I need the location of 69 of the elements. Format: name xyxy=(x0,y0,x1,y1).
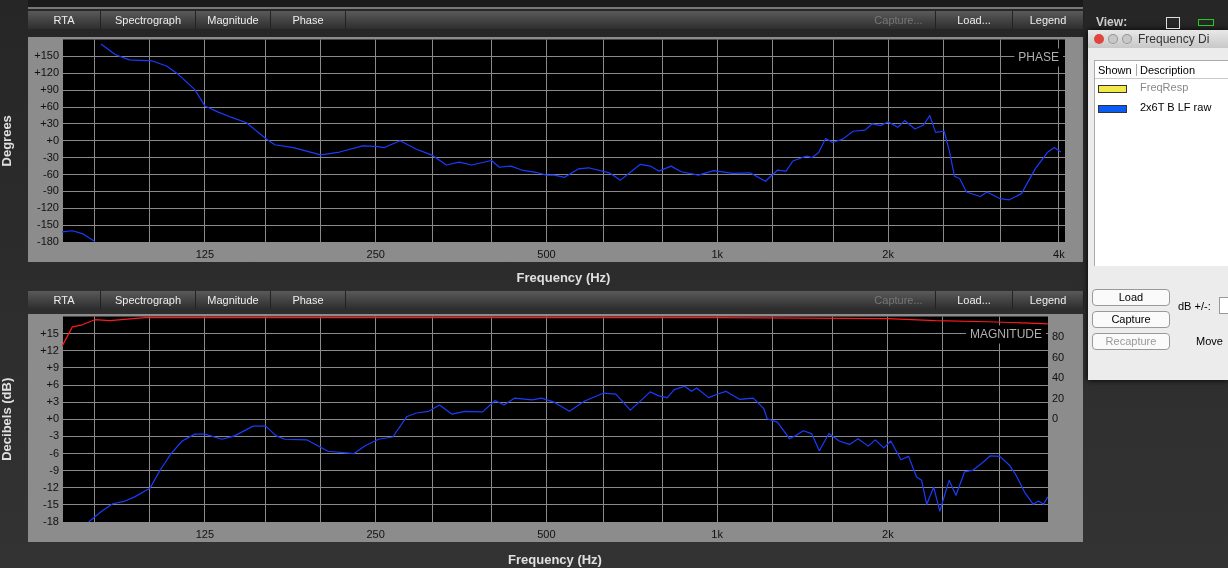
y-tick-label: +0 xyxy=(46,412,59,425)
y-tick-label: -30 xyxy=(43,150,59,163)
x-tick-label: 1k xyxy=(711,527,724,540)
y-tick-label: -3 xyxy=(49,429,59,442)
text: Load xyxy=(1092,289,1170,306)
text: Move xyxy=(1196,335,1223,347)
legend-label: FreqResp xyxy=(1140,81,1189,93)
text: Load... xyxy=(936,11,1013,29)
text: Magnitude xyxy=(196,291,271,309)
text: Description xyxy=(1140,64,1196,76)
y-tick-label: +12 xyxy=(40,343,59,356)
y-tick-label: -90 xyxy=(43,184,59,197)
text: Legend xyxy=(1013,291,1084,309)
text: Spectrograph xyxy=(101,11,196,29)
x-tick-label: 500 xyxy=(537,527,556,540)
y-tick-label: -9 xyxy=(49,463,59,476)
text: Capture xyxy=(1092,311,1170,328)
x-tick-label: 2k xyxy=(882,247,895,260)
text: RTA xyxy=(28,11,101,29)
y-tick-label: +60 xyxy=(40,100,59,113)
y2-tick-label: 40 xyxy=(1052,371,1065,384)
text: PHASE xyxy=(1018,49,1059,64)
text: RTA xyxy=(28,291,101,309)
y-tick-label: +3 xyxy=(46,395,59,408)
y-tick-label: +120 xyxy=(34,66,59,79)
text: Load... xyxy=(936,291,1013,309)
y-tick-label: +6 xyxy=(46,378,59,391)
y-tick-label: +9 xyxy=(46,360,59,373)
text: Frequency Di xyxy=(1138,32,1210,46)
y-tick-label: -12 xyxy=(43,480,59,493)
y-tick-label: -15 xyxy=(43,497,59,510)
text: Phase xyxy=(271,11,346,29)
text: Phase xyxy=(271,291,346,309)
x-tick-label: 2k xyxy=(882,527,895,540)
y-tick-label: -6 xyxy=(49,446,59,459)
text: Magnitude xyxy=(196,11,271,29)
legend-label: 2x6T B LF raw xyxy=(1140,101,1212,113)
y-tick-label: +150 xyxy=(34,49,59,62)
y-tick-label: +30 xyxy=(40,116,59,129)
y-tick-label: -60 xyxy=(43,167,59,180)
y-tick-label: -180 xyxy=(36,235,59,248)
text: MAGNITUDE xyxy=(970,326,1042,341)
x-tick-label: 250 xyxy=(366,247,385,260)
y-axis-title: Degrees xyxy=(0,115,15,167)
x-axis-title: Frequency (Hz) xyxy=(516,269,611,285)
text: Spectrograph xyxy=(101,291,196,309)
y-tick-label: -18 xyxy=(43,515,59,528)
text: dB +/-: xyxy=(1178,300,1211,312)
y2-tick-label: 20 xyxy=(1052,391,1065,404)
y-axis-title: Decibels (dB) xyxy=(0,377,15,461)
text: Legend xyxy=(1013,11,1084,29)
x-tick-label: 250 xyxy=(366,527,385,540)
x-tick-label: 500 xyxy=(537,247,556,260)
x-axis-title: Frequency (Hz) xyxy=(508,551,602,567)
y-tick-label: -120 xyxy=(36,201,59,214)
y2-tick-label: 0 xyxy=(1052,412,1059,425)
x-tick-label: 125 xyxy=(195,527,215,540)
y-tick-label: -150 xyxy=(36,218,59,231)
text: View: xyxy=(1096,15,1128,29)
x-tick-label: 125 xyxy=(195,247,215,260)
y-tick-label: +0 xyxy=(46,133,59,146)
y-tick-label: +90 xyxy=(40,83,59,96)
text: Shown xyxy=(1098,64,1132,76)
y-tick-label: +15 xyxy=(40,326,59,339)
x-tick-label: 4k xyxy=(1053,247,1066,260)
x-tick-label: 1k xyxy=(711,247,724,260)
y2-tick-label: 80 xyxy=(1052,330,1065,343)
text: Recapture xyxy=(1092,333,1170,350)
y2-tick-label: 60 xyxy=(1052,350,1065,363)
